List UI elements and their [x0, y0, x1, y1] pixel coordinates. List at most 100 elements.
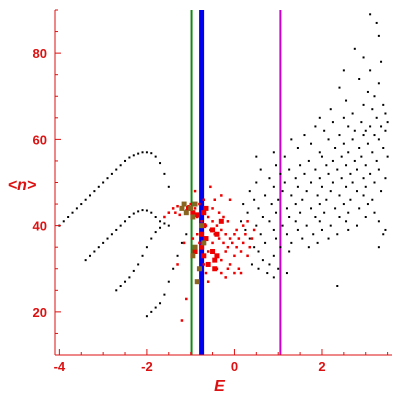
black-point	[248, 190, 251, 193]
black-point	[132, 269, 135, 272]
black-point	[347, 125, 350, 128]
red-point	[211, 220, 214, 223]
black-point	[167, 185, 170, 188]
black-point	[320, 185, 323, 188]
black-point	[386, 121, 389, 124]
black-point	[102, 241, 105, 244]
black-point	[362, 134, 365, 137]
red-point	[182, 241, 186, 245]
black-point	[150, 211, 153, 214]
black-point	[310, 207, 313, 210]
black-point	[257, 207, 260, 210]
black-point	[364, 216, 367, 218]
black-point	[345, 185, 348, 188]
y-tick-label: 80	[33, 46, 47, 61]
black-point	[163, 293, 166, 296]
red-point	[200, 220, 203, 223]
black-point	[320, 228, 323, 231]
red-point	[176, 204, 179, 208]
big-red-point	[199, 231, 205, 237]
black-point	[119, 285, 122, 287]
black-point	[373, 181, 376, 184]
black-point	[132, 154, 135, 157]
black-point	[272, 254, 275, 257]
black-point	[97, 246, 100, 249]
red-point	[235, 228, 238, 232]
olive-point	[188, 205, 194, 211]
black-point	[336, 168, 339, 171]
black-point	[290, 241, 293, 244]
big-red-point	[214, 253, 220, 259]
black-point	[314, 125, 317, 128]
black-point	[353, 47, 356, 50]
big-red-point	[194, 212, 200, 218]
black-point	[154, 231, 157, 234]
black-point	[327, 237, 330, 240]
black-point	[115, 228, 118, 231]
black-point	[268, 177, 271, 180]
black-point	[366, 90, 369, 93]
big-red-point	[210, 249, 216, 254]
red-point	[198, 241, 201, 245]
black-point	[154, 306, 157, 309]
black-point	[93, 190, 96, 193]
black-point	[366, 142, 369, 145]
big-red-point	[212, 266, 218, 272]
black-point	[141, 254, 144, 257]
black-point	[294, 220, 297, 223]
red-point	[228, 263, 232, 266]
black-point	[290, 138, 293, 141]
black-point	[371, 198, 374, 201]
red-point	[231, 241, 234, 245]
black-point	[312, 233, 315, 236]
black-point	[351, 138, 354, 141]
black-point	[257, 250, 260, 253]
black-point	[369, 172, 372, 175]
red-point	[222, 241, 225, 245]
black-point	[303, 172, 306, 175]
ticks-layer: -4 -2 0 2 20 40 60 80	[33, 9, 389, 374]
black-point	[329, 224, 332, 227]
black-point	[268, 220, 271, 223]
olive-point	[183, 210, 189, 216]
red-point	[206, 250, 210, 253]
black-point	[296, 185, 299, 188]
red-point	[206, 280, 210, 283]
black-point	[382, 147, 385, 149]
black-point	[102, 181, 105, 184]
red-point	[174, 211, 177, 214]
red-point	[252, 228, 256, 232]
black-point	[150, 152, 153, 155]
black-point	[115, 289, 118, 292]
black-point	[360, 121, 363, 124]
black-point	[110, 172, 113, 175]
black-point	[285, 272, 288, 275]
black-point	[128, 216, 131, 218]
black-point	[159, 226, 162, 229]
axes-layer	[54, 10, 392, 356]
olive-point	[190, 253, 196, 259]
black-point	[336, 285, 339, 287]
black-point	[285, 207, 288, 210]
big-red-point	[192, 249, 198, 254]
black-point	[272, 185, 275, 188]
x-tick-label: 2	[318, 359, 325, 374]
black-point	[358, 78, 361, 80]
red-point	[224, 233, 227, 236]
black-point	[373, 211, 376, 214]
black-point	[240, 220, 243, 223]
red-point	[204, 271, 208, 275]
points-layer	[58, 13, 389, 322]
black-point	[380, 190, 383, 193]
red-point	[250, 237, 254, 240]
black-point	[172, 267, 175, 270]
red-point	[193, 189, 197, 193]
black-point	[307, 246, 310, 249]
x-tick-label: -4	[54, 359, 66, 374]
black-point	[375, 21, 378, 24]
black-point	[377, 82, 380, 85]
black-point	[340, 155, 343, 158]
black-point	[342, 203, 345, 206]
black-point	[145, 315, 148, 318]
